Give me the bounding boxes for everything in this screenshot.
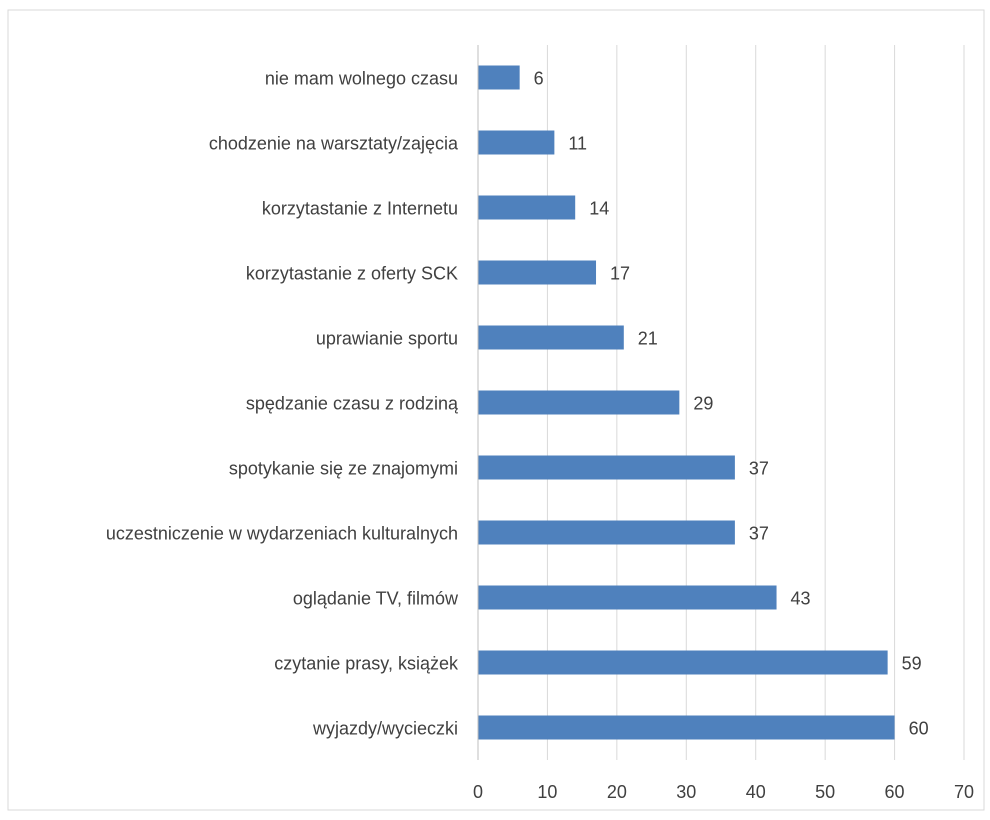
bar (478, 195, 576, 220)
category-label: chodzenie na warsztaty/zajęcia (209, 134, 459, 154)
x-tick-label: 40 (746, 782, 766, 802)
x-tick-label: 50 (815, 782, 835, 802)
category-labels: wyjazdy/wycieczki czytanie prasy, książek… (106, 69, 459, 739)
bar (478, 585, 777, 610)
bar (478, 260, 597, 285)
x-axis-ticks: 0 10 20 30 40 50 60 70 (473, 782, 974, 802)
data-labels: 60 59 43 37 37 29 21 17 14 11 6 (534, 69, 929, 739)
data-label: 59 (902, 654, 922, 674)
data-label: 14 (589, 199, 609, 219)
bar (478, 455, 735, 480)
category-label: wyjazdy/wycieczki (312, 719, 458, 739)
bar (478, 325, 624, 350)
x-tick-label: 20 (607, 782, 627, 802)
category-label: nie mam wolnego czasu (265, 69, 458, 89)
bars (478, 65, 895, 740)
data-label: 37 (749, 459, 769, 479)
data-label: 11 (568, 134, 587, 154)
x-tick-label: 10 (537, 782, 557, 802)
category-label: uczestniczenie w wydarzeniach kulturalny… (106, 524, 458, 544)
category-label: korzytastanie z Internetu (262, 199, 458, 219)
bar (478, 715, 895, 740)
bar (478, 65, 520, 90)
data-label: 43 (791, 589, 811, 609)
bar (478, 650, 888, 675)
category-label: korzytastanie z oferty SCK (246, 264, 458, 284)
bar (478, 520, 735, 545)
category-label: uprawianie sportu (316, 329, 458, 349)
x-tick-label: 60 (885, 782, 905, 802)
category-label: czytanie prasy, książek (274, 654, 459, 674)
x-tick-label: 30 (676, 782, 696, 802)
bar (478, 130, 555, 155)
data-label: 21 (638, 329, 658, 349)
category-label: spotykanie się ze znajomymi (229, 459, 458, 479)
bar (478, 390, 680, 415)
x-tick-label: 70 (954, 782, 974, 802)
category-label: oglądanie TV, filmów (293, 589, 459, 609)
gridlines (546, 45, 965, 760)
category-label: spędzanie czasu z rodziną (246, 394, 459, 414)
data-label: 6 (534, 69, 544, 89)
data-label: 17 (610, 264, 630, 284)
data-label: 60 (909, 719, 929, 739)
data-label: 29 (693, 394, 713, 414)
data-label: 37 (749, 524, 769, 544)
x-tick-label: 0 (473, 782, 483, 802)
